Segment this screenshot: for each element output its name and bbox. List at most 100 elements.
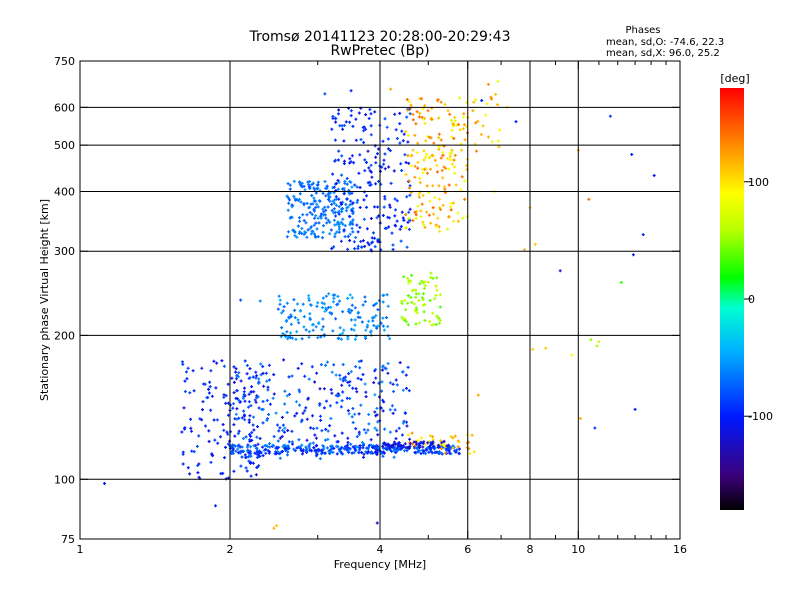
data-point [430,451,434,455]
data-point [248,414,252,418]
data-point [414,309,418,313]
data-point [641,233,645,237]
data-point [345,182,349,186]
data-point [278,426,282,430]
data-point [414,213,418,217]
data-point [337,197,341,201]
data-point [424,443,428,447]
data-point [454,450,458,454]
data-point [451,446,455,450]
data-point [198,417,202,421]
data-point [446,109,450,113]
data-point [437,116,441,120]
data-point [256,425,259,429]
data-point [324,438,327,442]
data-point [451,162,454,166]
data-point [301,452,304,456]
y-tick-label: 500 [54,139,75,152]
data-point [319,418,323,422]
data-point [451,121,455,125]
data-point [322,224,325,228]
data-point [249,474,253,478]
data-point [417,299,421,302]
data-point [375,406,379,410]
data-point [219,472,223,476]
data-point [388,381,392,385]
data-point [298,180,302,184]
data-point [400,315,404,319]
data-point [343,179,347,183]
x-tick-label: 10 [571,543,585,556]
data-point [180,430,184,434]
data-point [331,329,335,333]
data-point [330,311,334,315]
data-point [245,469,249,473]
data-point [387,165,391,169]
data-point [266,385,270,389]
data-point [232,423,236,427]
data-point [348,203,352,207]
data-point [362,455,365,459]
data-point [226,432,230,436]
data-point [438,229,442,233]
data-point [425,210,429,214]
data-point [291,228,295,232]
data-point [215,418,219,422]
data-point [417,192,421,196]
data-point [249,404,253,408]
data-point [326,429,330,433]
data-point [558,269,562,273]
data-point [336,295,340,298]
data-point [243,453,247,457]
data-point [238,445,242,449]
data-point [359,359,363,363]
data-point [403,299,407,302]
data-point [221,423,225,426]
data-point [335,303,339,307]
data-point [319,363,323,367]
data-point [304,445,308,449]
data-point [285,394,289,398]
y-tick-label: 400 [54,185,75,198]
data-point [295,330,299,334]
data-point [232,391,236,395]
data-point [287,446,291,450]
data-point [408,437,412,441]
data-point [404,411,407,415]
data-point [308,226,312,230]
data-point [249,460,253,464]
data-point [393,197,397,201]
data-point [239,464,243,468]
data-point [278,302,282,306]
data-point [381,365,385,369]
data-point [281,428,285,432]
data-point [328,232,332,236]
data-point [451,436,455,440]
data-point [399,162,403,166]
data-point [243,359,247,363]
data-point [325,308,329,312]
data-point [309,426,313,430]
data-point [310,194,314,197]
data-point [433,297,437,301]
data-point [318,457,322,461]
data-point [454,124,458,128]
data-point [261,454,265,458]
data-point [426,109,430,113]
data-point [437,444,441,448]
data-point [427,156,431,160]
data-point [197,475,201,479]
data-point [354,334,358,338]
data-point [323,309,327,313]
data-point [325,221,329,225]
data-point [308,180,311,183]
data-point [349,442,353,446]
data-point [336,210,340,214]
data-point [428,320,432,323]
data-point [254,376,258,380]
data-point [437,136,441,140]
data-point [411,148,415,152]
data-point [334,158,337,162]
data-point [237,416,241,420]
data-point [240,416,244,420]
